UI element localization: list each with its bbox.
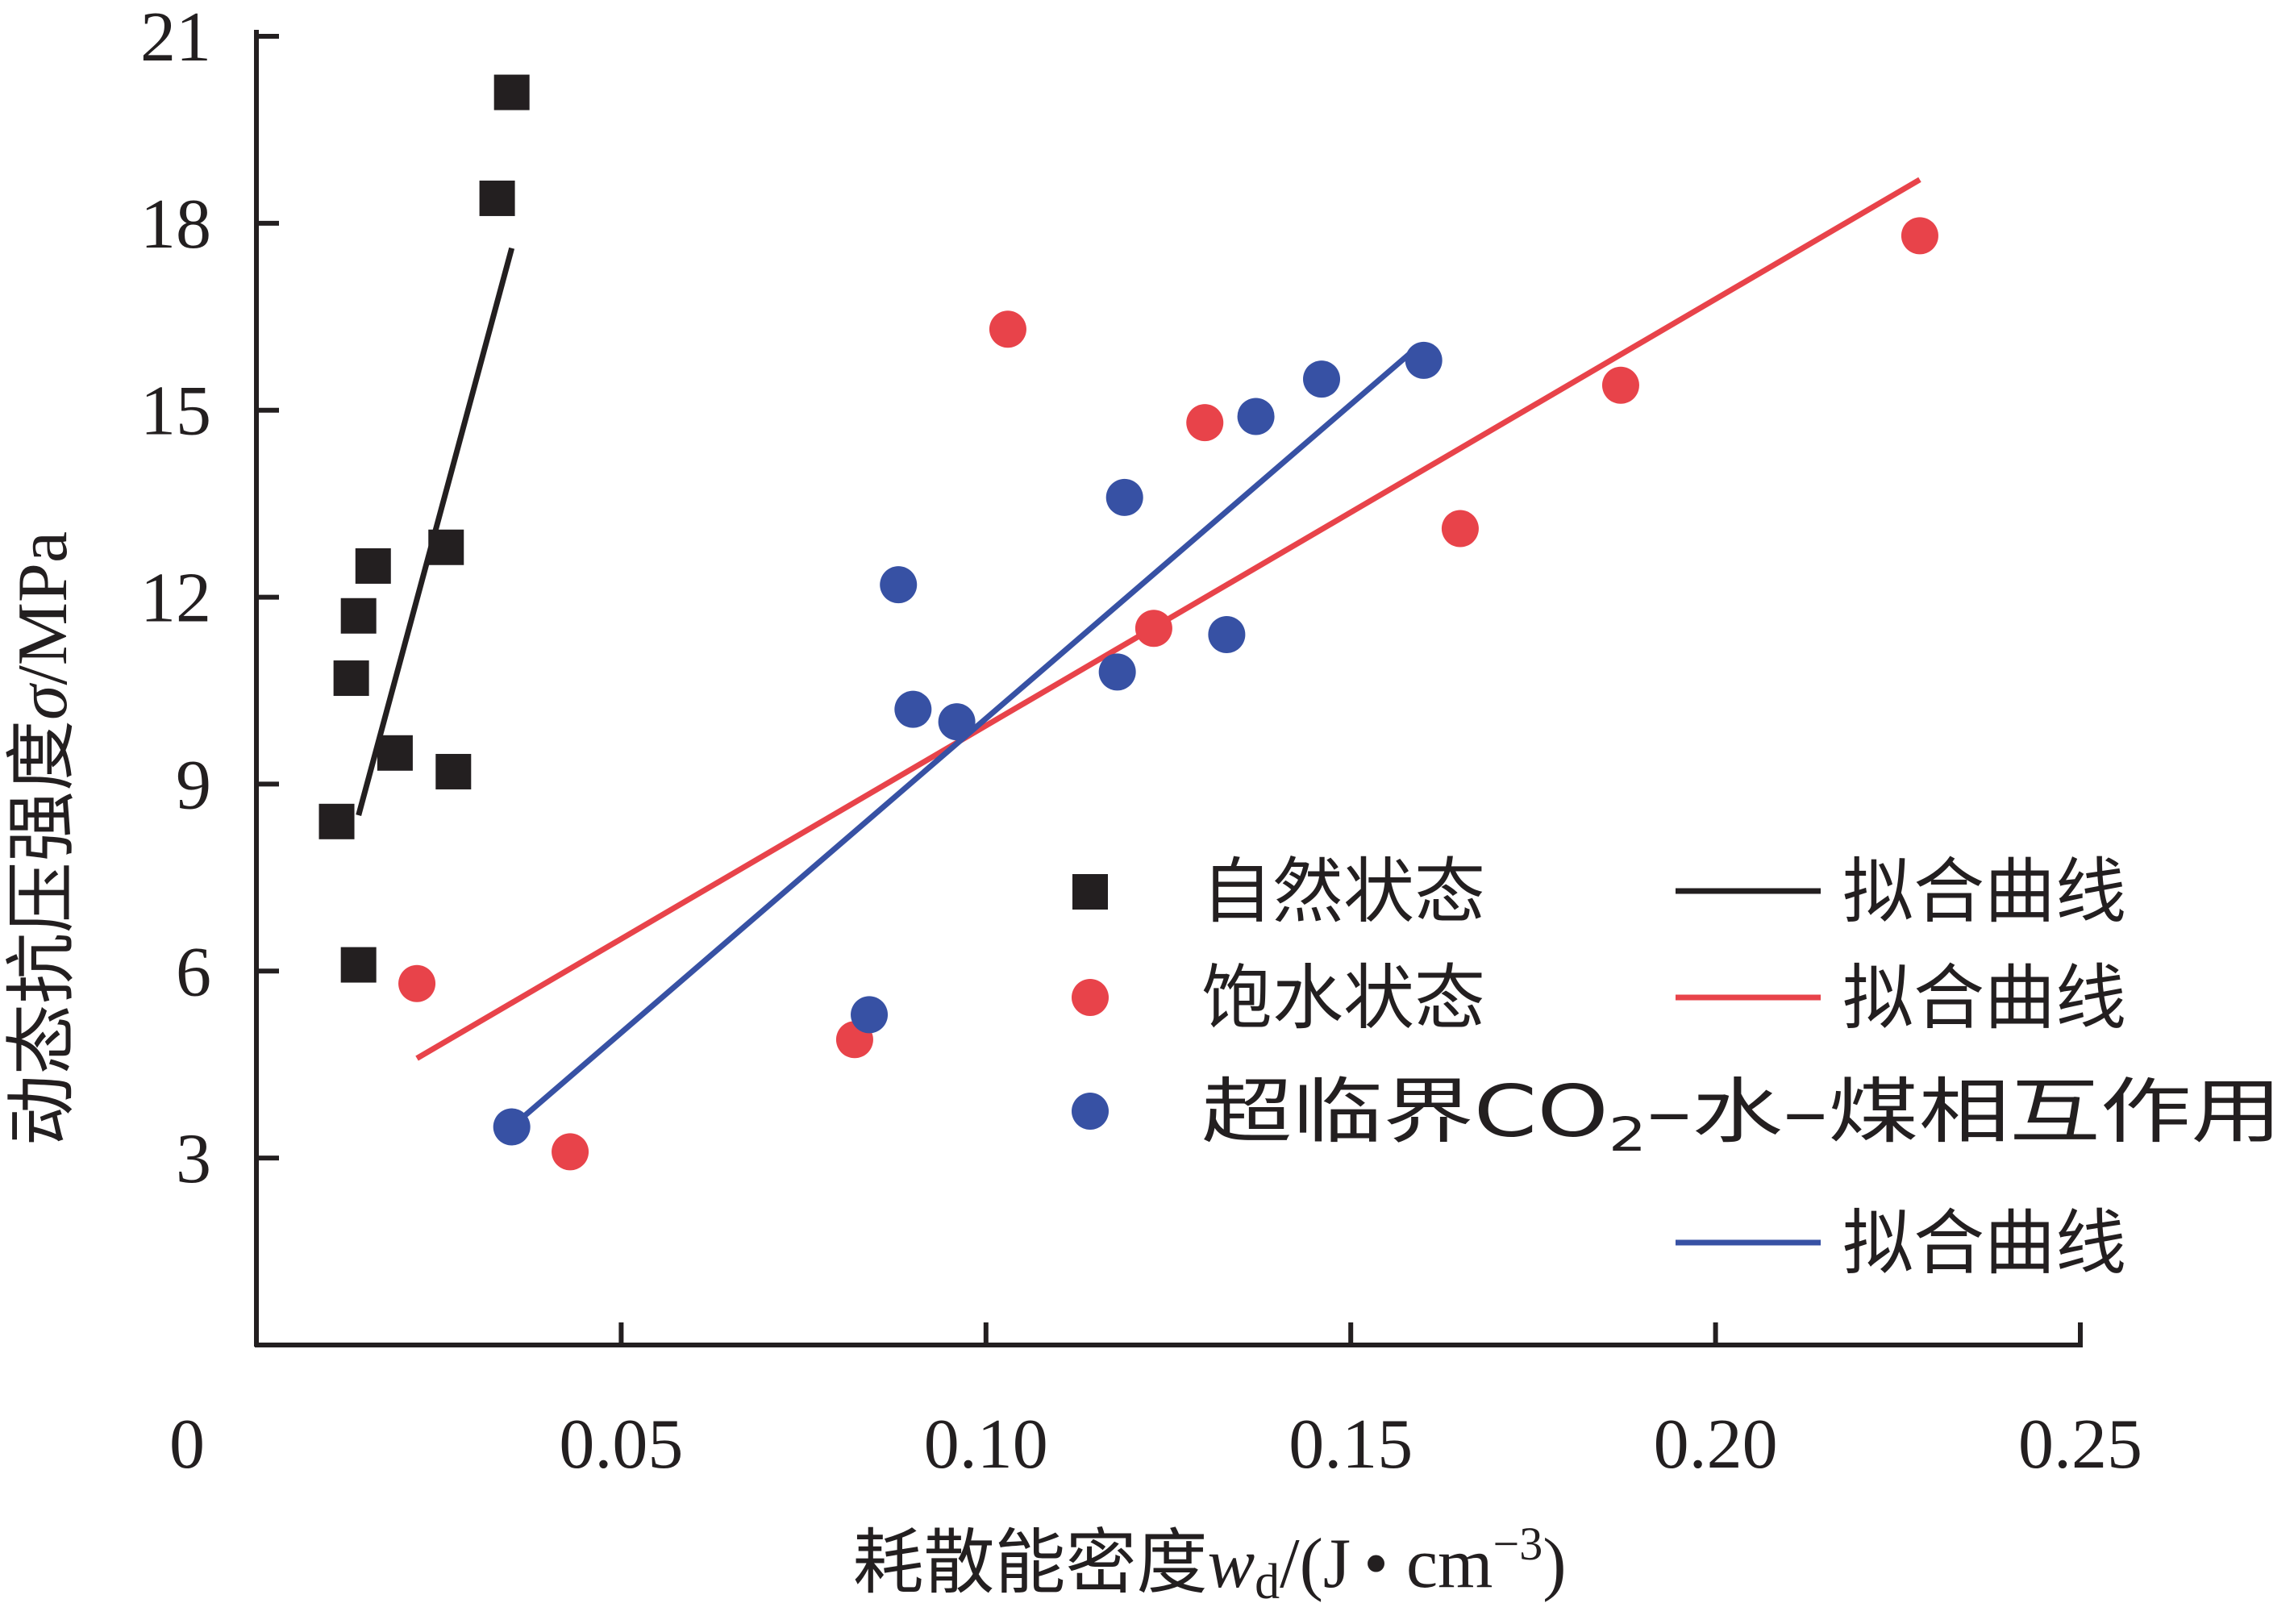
- y-tick-label: 21: [140, 0, 211, 77]
- axes: 0 0.05 0.10 0.15 0.20 0.25 3 6 9 12 15 18 21: [140, 0, 2142, 1484]
- data-point-supercritical: [1237, 398, 1275, 435]
- y-tick-label: 3: [176, 1120, 211, 1198]
- data-point-natural: [355, 548, 391, 584]
- y-tick-label: 9: [176, 746, 211, 824]
- data-point-saturated: [1441, 510, 1479, 548]
- y-tick-label: 18: [140, 185, 211, 264]
- legend-label-saturated: 饱水状态: [1201, 956, 1485, 1039]
- fit-lines: [356, 177, 1921, 1130]
- data-point-saturated: [1135, 610, 1172, 648]
- data-point-saturated: [1186, 404, 1224, 442]
- y-axis-title-variable: σ: [4, 682, 82, 720]
- legend-marker-supercritical: [1072, 1093, 1109, 1130]
- data-point-natural: [333, 660, 369, 697]
- legend-marker-natural: [1072, 874, 1108, 910]
- y-axis-title-unit: /MPa: [4, 531, 82, 685]
- y-axis-title: 动态抗压强度σ/MPa: [0, 531, 83, 1146]
- data-point-saturated: [989, 310, 1026, 348]
- legend-label-supercritical-suffix: –水–煤相互作用: [1647, 1070, 2282, 1153]
- x-axis-title-subscript: d: [1255, 1555, 1280, 1609]
- data-point-saturated: [552, 1133, 589, 1171]
- data-point-supercritical: [1208, 615, 1246, 653]
- data-point-saturated: [398, 964, 436, 1002]
- x-tick-label: 0: [169, 1405, 205, 1484]
- x-tick-label: 0.15: [1289, 1405, 1413, 1484]
- data-point-saturated: [1601, 366, 1639, 404]
- data-point-saturated: [1901, 217, 1938, 255]
- data-point-supercritical: [880, 566, 918, 604]
- x-axis-title-unit-open: /(J: [1280, 1525, 1351, 1603]
- legend-label-supercritical: 超临界CO 2 –水–煤相互作用: [1201, 1070, 2282, 1162]
- x-tick-label: 0.05: [559, 1405, 683, 1484]
- x-axis-title-dot: •: [1363, 1525, 1388, 1603]
- legend-label-natural: 自然状态: [1201, 850, 1485, 933]
- data-point-natural: [377, 735, 413, 771]
- x-axis-title: 耗散能密度wd/(J • cm−3): [852, 1518, 1566, 1609]
- legend-label-fit-blue: 拟合曲线: [1842, 1201, 2126, 1285]
- y-tick-label: 12: [140, 560, 211, 638]
- y-tick-label: 6: [176, 933, 211, 1011]
- data-point-supercritical: [851, 996, 889, 1034]
- data-point-supercritical: [493, 1108, 531, 1146]
- data-point-supercritical: [1405, 341, 1443, 379]
- legend: 自然状态 拟合曲线 饱水状态 拟合曲线 超临界CO 2 –水–煤相互作用 拟合曲线: [1072, 850, 2282, 1285]
- x-tick-label: 0.20: [1654, 1405, 1778, 1484]
- data-point-natural: [479, 180, 515, 216]
- data-point-natural: [428, 529, 464, 565]
- x-axis-title-superscript: −3: [1493, 1518, 1543, 1570]
- data-point-supercritical: [938, 703, 976, 741]
- legend-marker-saturated: [1072, 979, 1109, 1016]
- x-axis-title-unit-close: ): [1543, 1525, 1566, 1603]
- data-point-supercritical: [1303, 360, 1341, 398]
- data-points: [318, 74, 1938, 1171]
- legend-label-fit-red: 拟合曲线: [1842, 956, 2126, 1039]
- y-axis-title-prefix: 动态抗压强度: [0, 720, 83, 1146]
- x-axis-title-prefix: 耗散能密度: [852, 1521, 1207, 1604]
- x-tick-label: 0.10: [924, 1405, 1048, 1484]
- data-point-natural: [493, 74, 530, 110]
- x-axis-title-unit-cm: cm: [1388, 1525, 1493, 1603]
- legend-label-supercritical-sub: 2: [1609, 1107, 1647, 1162]
- data-point-supercritical: [1098, 653, 1136, 691]
- data-point-natural: [340, 947, 377, 983]
- y-tick-label: 15: [140, 373, 211, 451]
- data-point-natural: [318, 803, 355, 839]
- legend-label-fit-black: 拟合曲线: [1842, 850, 2126, 933]
- data-point-natural: [340, 598, 377, 634]
- data-point-natural: [435, 753, 472, 789]
- x-axis-title-variable: w: [1207, 1525, 1255, 1603]
- data-point-supercritical: [894, 690, 932, 728]
- x-tick-label: 0.25: [2018, 1405, 2142, 1484]
- legend-label-supercritical-prefix: 超临界CO: [1201, 1070, 1609, 1153]
- data-point-supercritical: [1105, 478, 1143, 516]
